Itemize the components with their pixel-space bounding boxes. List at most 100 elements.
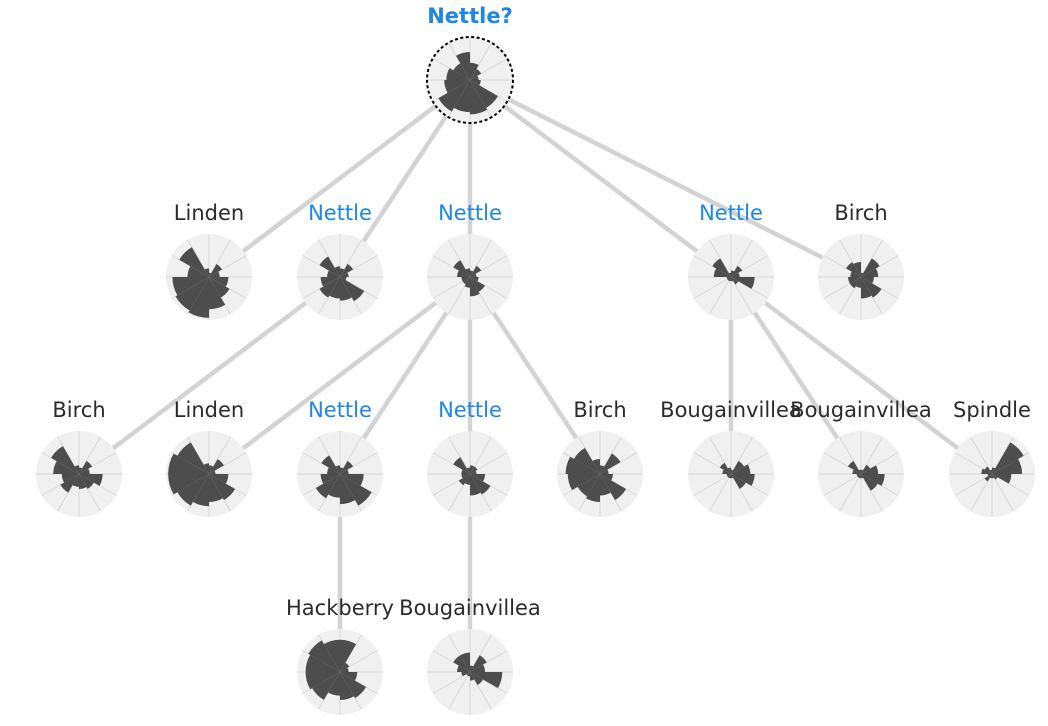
rose-wedge [470, 474, 486, 482]
tree-node[interactable]: Bougainvillea [790, 398, 932, 517]
tree-node[interactable]: Hackberry [286, 596, 394, 715]
rose-wedge [470, 68, 482, 80]
rose-wedge [209, 277, 229, 287]
tree-node[interactable]: Linden [166, 201, 252, 320]
tree-node[interactable]: Nettle [297, 398, 383, 517]
rose-wedge [861, 277, 882, 298]
rose-wedge [600, 453, 621, 474]
tree-edge [467, 77, 734, 280]
rose-wedge [334, 266, 340, 277]
tree-node[interactable]: Linden [166, 398, 252, 517]
tree-node[interactable]: Bougainvillea [399, 596, 541, 715]
rose-wedge [861, 258, 880, 277]
rose-wedge [992, 474, 998, 480]
rose-wedge [340, 263, 354, 277]
rose-wedge [305, 654, 340, 672]
rose-wedge [726, 474, 731, 477]
rose-plot [36, 431, 122, 517]
rose-wedge [470, 277, 479, 282]
rose-wedge [470, 672, 503, 689]
rose-wedge [319, 256, 340, 277]
rose-wedge [328, 474, 340, 498]
rose-gridline [991, 473, 1014, 512]
rose-plot [688, 234, 774, 320]
rose-wedge [464, 474, 470, 485]
rose-wedge [728, 272, 731, 277]
tree-node[interactable]: Birch [36, 398, 122, 517]
rose-wedge [850, 271, 861, 277]
tree-node[interactable]: Bougainvillea [660, 398, 802, 517]
rose-wedge [461, 277, 470, 282]
rose-wedge [861, 277, 874, 284]
rose-wedge [340, 662, 350, 672]
rose-wedge [731, 474, 734, 479]
rose-wedge [727, 474, 731, 478]
node-label: Bougainvillea [399, 596, 541, 620]
tree-node[interactable]: Nettle [427, 398, 513, 517]
rose-wedge [992, 474, 1012, 484]
rose-wedge [731, 474, 755, 486]
rose-wedge [192, 474, 209, 507]
rose-plot [688, 431, 774, 517]
rose-wedge [79, 474, 87, 490]
rose-plot [427, 234, 513, 320]
rose-wedge [461, 474, 470, 479]
rose-wedge [731, 469, 734, 474]
rose-wedge [858, 469, 861, 474]
rose-wedge [731, 270, 735, 277]
rose-wedge [453, 457, 470, 474]
rose-gridline [469, 671, 492, 710]
rose-wedge [460, 652, 470, 672]
rose-wedge [209, 277, 226, 310]
rose-wedge [340, 460, 354, 474]
rose-wedge [470, 655, 487, 672]
rose-wedge [168, 453, 209, 474]
rose-wedge [209, 474, 223, 502]
rose-wedge [852, 469, 861, 474]
tree-node[interactable]: Nettle [688, 201, 774, 320]
rose-wedge [470, 672, 484, 686]
rose-wedge [855, 277, 861, 288]
rose-wedge [461, 469, 470, 474]
rose-wedge [188, 277, 209, 318]
rose-wedge [464, 277, 470, 288]
node-label: Spindle [953, 398, 1031, 422]
rose-wedge [600, 474, 627, 501]
rose-wedge [340, 639, 357, 672]
rose-wedge [340, 474, 364, 486]
rose-wedge [172, 277, 209, 296]
rose-wedge [848, 277, 861, 284]
rose-wedge [470, 273, 477, 277]
tree-node[interactable]: Nettle [297, 201, 383, 320]
tree-node[interactable]: Birch [818, 201, 904, 320]
rose-wedge [177, 474, 209, 506]
rose-wedge [577, 474, 600, 497]
rose-wedge [731, 277, 755, 289]
tree-node[interactable]: Birch [557, 398, 643, 517]
rose-wedge [731, 265, 743, 277]
rose-wedge [329, 277, 340, 299]
rose-plot [297, 431, 383, 517]
rose-wedge [453, 63, 470, 80]
rose-wedge [861, 272, 864, 277]
rose-wedge [53, 461, 79, 474]
rose-gridline [693, 452, 732, 475]
tree-node[interactable]: Spindle [949, 398, 1035, 517]
rose-wedge [209, 271, 220, 277]
query-node[interactable]: Nettle? [426, 4, 514, 124]
rose-wedge [438, 80, 470, 112]
rose-wedge [456, 52, 470, 80]
rose-wedge [453, 80, 470, 113]
rose-wedge [728, 277, 731, 282]
rose-wedge [719, 462, 731, 474]
rose-wedge [444, 80, 470, 93]
rose-wedge [79, 474, 103, 486]
rose-gridline [839, 436, 862, 475]
rose-wedge [470, 474, 481, 496]
rose-wedge [992, 442, 1024, 474]
rose-wedge [74, 465, 79, 474]
rose-wedge [340, 672, 358, 681]
node-label: Birch [573, 398, 626, 422]
tree-node[interactable]: Nettle [427, 201, 513, 320]
rose-wedge [987, 474, 992, 477]
